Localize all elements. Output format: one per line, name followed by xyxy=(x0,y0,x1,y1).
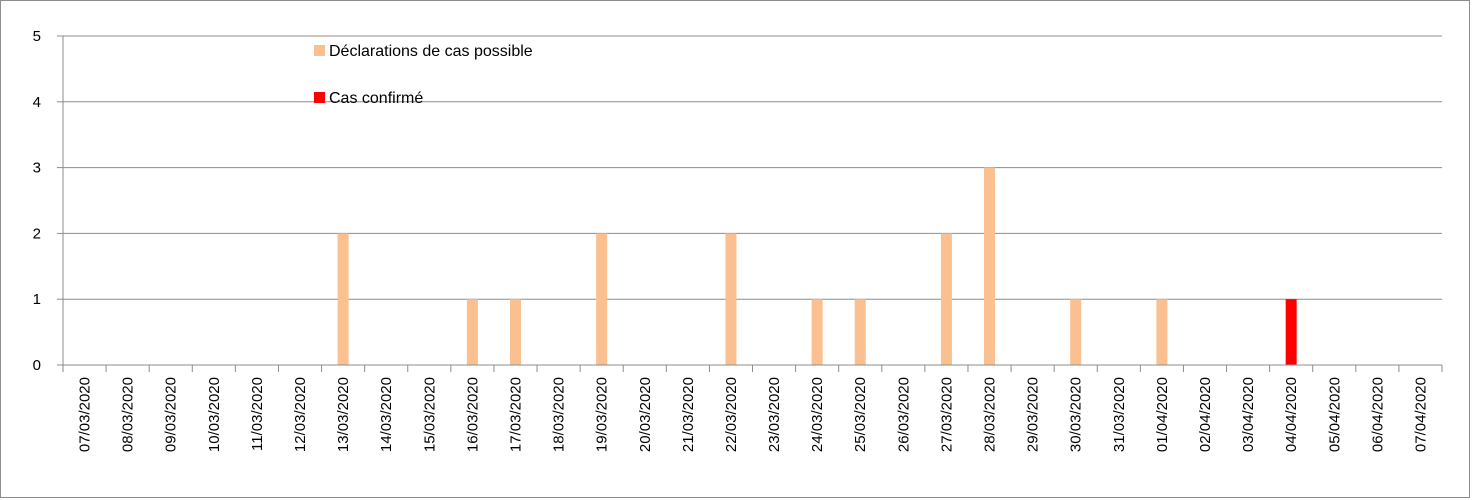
x-tick-label: 07/03/2020 xyxy=(77,377,94,452)
x-tick-label: 09/03/2020 xyxy=(163,377,180,452)
legend-swatch xyxy=(314,92,325,103)
bar xyxy=(1285,299,1297,365)
y-tick-label: 2 xyxy=(33,225,41,242)
x-tick-label: 10/03/2020 xyxy=(206,377,223,452)
y-tick-label: 5 xyxy=(33,28,41,45)
x-tick-label: 19/03/2020 xyxy=(594,377,611,452)
y-tick-label: 4 xyxy=(33,94,41,111)
y-tick-label: 1 xyxy=(33,291,41,308)
x-tick-label: 20/03/2020 xyxy=(637,377,654,452)
bar xyxy=(509,299,521,365)
x-tick-label: 01/04/2020 xyxy=(1154,377,1171,452)
legend: Déclarations de cas possible Cas confirmé xyxy=(314,43,533,107)
x-tick-label: 21/03/2020 xyxy=(680,377,697,452)
legend-label: Déclarations de cas possible xyxy=(329,43,533,60)
y-tick-labels: 0 1 2 3 4 5 xyxy=(33,28,41,374)
x-tick-label: 31/03/2020 xyxy=(1111,377,1128,452)
bar xyxy=(940,233,952,365)
x-tick-label: 11/03/2020 xyxy=(249,377,266,451)
x-tick-label: 05/04/2020 xyxy=(1326,377,1343,452)
bar xyxy=(466,299,478,365)
bar xyxy=(984,167,996,365)
x-tick-label: 26/03/2020 xyxy=(895,377,912,452)
bars xyxy=(337,167,1297,365)
bar xyxy=(596,233,608,365)
bar xyxy=(1156,299,1168,365)
axes xyxy=(57,35,1443,372)
x-tick-label: 13/03/2020 xyxy=(335,377,352,452)
x-tick-label: 27/03/2020 xyxy=(938,377,955,452)
x-tick-label: 23/03/2020 xyxy=(766,377,783,452)
bar xyxy=(725,233,737,365)
x-tick-label: 02/04/2020 xyxy=(1197,377,1214,452)
x-tick-label: 07/04/2020 xyxy=(1412,377,1429,452)
x-tick-label: 24/03/2020 xyxy=(809,377,826,452)
x-tick-label: 12/03/2020 xyxy=(292,377,309,452)
bar xyxy=(854,299,866,365)
x-tick-label: 06/04/2020 xyxy=(1369,377,1386,452)
x-tick-labels: 07/03/2020 08/03/2020 09/03/2020 10/03/2020… xyxy=(77,377,1430,452)
legend-swatch xyxy=(314,45,325,56)
x-tick-label: 16/03/2020 xyxy=(464,377,481,452)
x-tick-label: 28/03/2020 xyxy=(982,377,999,452)
y-tick-label: 3 xyxy=(33,160,41,177)
x-tick-label: 29/03/2020 xyxy=(1025,377,1042,452)
x-tick-label: 14/03/2020 xyxy=(378,377,395,452)
gridlines xyxy=(63,35,1442,300)
x-tick-label: 08/03/2020 xyxy=(120,377,137,452)
bar xyxy=(1070,299,1082,365)
x-tick-label: 30/03/2020 xyxy=(1068,377,1085,452)
x-tick-label: 15/03/2020 xyxy=(421,377,438,452)
x-tick-label: 18/03/2020 xyxy=(551,377,568,452)
y-tick-label: 0 xyxy=(33,357,41,374)
bar xyxy=(337,233,349,365)
x-tick-label: 17/03/2020 xyxy=(507,377,524,452)
legend-label: Cas confirmé xyxy=(329,90,423,107)
x-tick-label: 22/03/2020 xyxy=(723,377,740,452)
x-tick-label: 03/04/2020 xyxy=(1240,377,1257,452)
bar xyxy=(811,299,823,365)
x-tick-label: 04/04/2020 xyxy=(1283,377,1300,452)
x-tick-label: 25/03/2020 xyxy=(852,377,869,452)
